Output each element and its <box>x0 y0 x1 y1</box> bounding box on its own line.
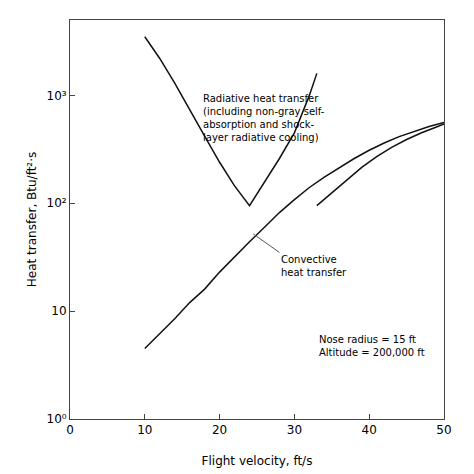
svg-text:10⁰: 10⁰ <box>47 412 67 426</box>
svg-text:Convectiveheat transfer: Convectiveheat transfer <box>281 254 347 278</box>
svg-text:10²: 10² <box>47 196 67 210</box>
svg-text:30: 30 <box>287 423 302 437</box>
svg-text:Heat transfer, Btu/ft²·s: Heat transfer, Btu/ft²·s <box>25 152 39 287</box>
svg-text:Flight velocity, ft/s: Flight velocity, ft/s <box>202 454 313 468</box>
svg-text:10: 10 <box>137 423 152 437</box>
svg-text:10: 10 <box>51 304 66 318</box>
svg-text:0: 0 <box>66 423 74 437</box>
svg-text:10³: 10³ <box>47 89 67 103</box>
svg-text:40: 40 <box>362 423 377 437</box>
svg-text:Radiative heat transfer(includ: Radiative heat transfer(including non-gr… <box>203 93 325 143</box>
svg-text:Nose radius = 15 ftAltitude =: Nose radius = 15 ftAltitude = 200,000 ft <box>319 334 425 358</box>
svg-text:50: 50 <box>436 423 451 437</box>
svg-text:20: 20 <box>212 423 227 437</box>
